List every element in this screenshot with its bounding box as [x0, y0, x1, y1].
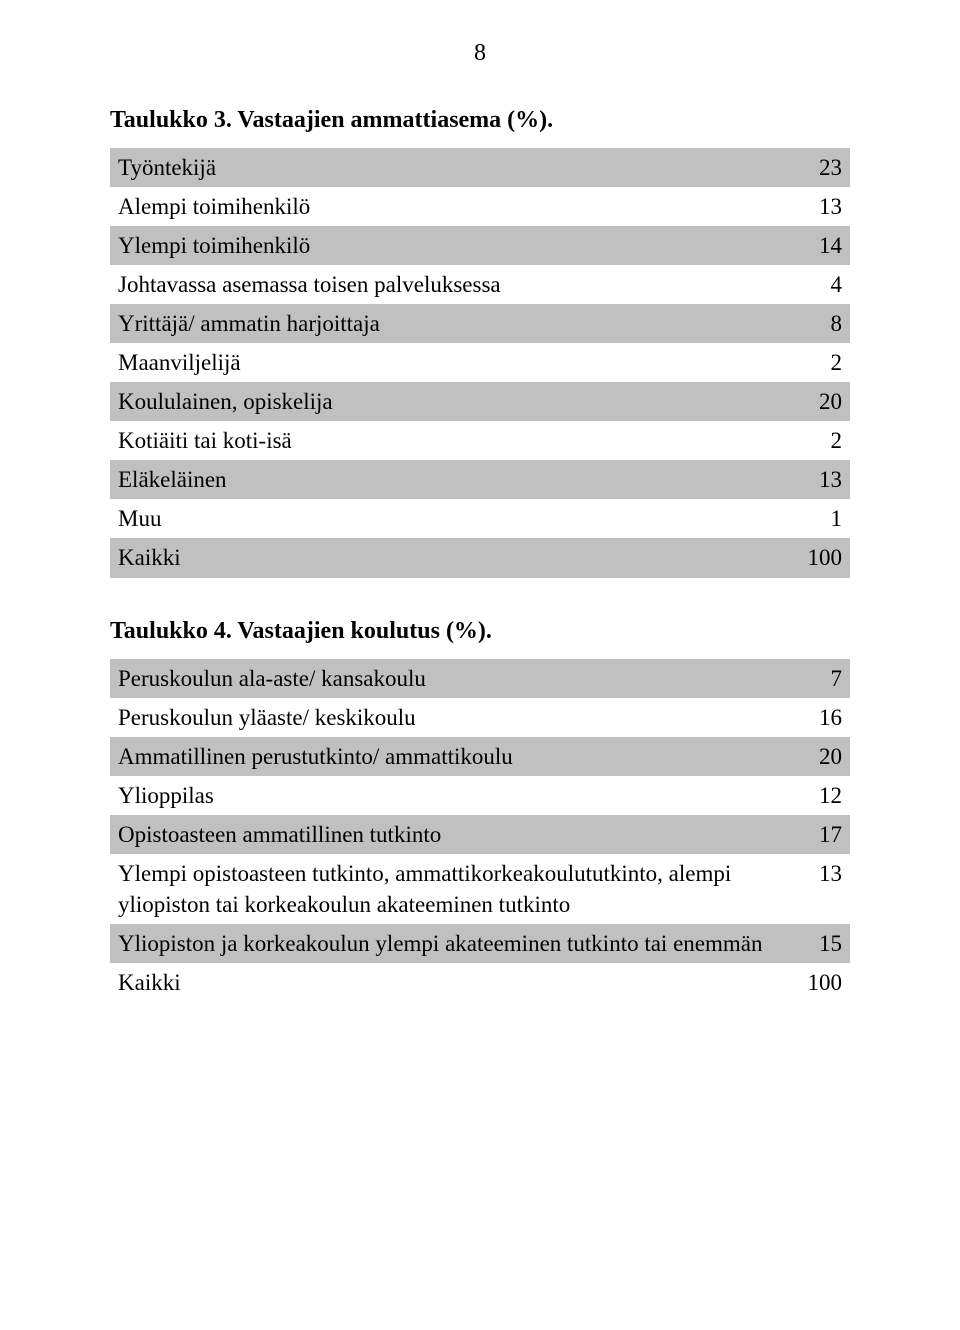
row-label: Kotiäiti tai koti-isä — [110, 421, 790, 460]
row-value: 8 — [790, 304, 850, 343]
table-row: Peruskoulun ala-aste/ kansakoulu7 — [110, 659, 850, 698]
table-row: Kaikki100 — [110, 963, 850, 1002]
row-value: 100 — [790, 538, 850, 577]
row-label: Johtavassa asemassa toisen palveluksessa — [110, 265, 790, 304]
row-label: Ylempi toimihenkilö — [110, 226, 790, 265]
table-row: Ylioppilas12 — [110, 776, 850, 815]
table-row: Yrittäjä/ ammatin harjoittaja8 — [110, 304, 850, 343]
row-label: Peruskoulun yläaste/ keskikoulu — [110, 698, 790, 737]
table-row: Kotiäiti tai koti-isä2 — [110, 421, 850, 460]
row-label: Ammatillinen perustutkinto/ ammattikoulu — [110, 737, 790, 776]
table2: Peruskoulun ala-aste/ kansakoulu7Perusko… — [110, 659, 850, 1002]
row-value: 16 — [790, 698, 850, 737]
table-row: Eläkeläinen13 — [110, 460, 850, 499]
row-value: 13 — [790, 460, 850, 499]
row-value: 2 — [790, 421, 850, 460]
row-value: 1 — [790, 499, 850, 538]
row-value: 7 — [790, 659, 850, 698]
row-value: 20 — [790, 737, 850, 776]
row-label: Työntekijä — [110, 148, 790, 187]
table2-caption: Taulukko 4. Vastaajien koulutus (%). — [110, 618, 850, 645]
table-row: Työntekijä23 — [110, 148, 850, 187]
row-value: 20 — [790, 382, 850, 421]
table-row: Koululainen, opiskelija20 — [110, 382, 850, 421]
table1: Työntekijä23Alempi toimihenkilö13Ylempi … — [110, 148, 850, 578]
row-label: Eläkeläinen — [110, 460, 790, 499]
row-value: 15 — [790, 924, 850, 963]
row-value: 2 — [790, 343, 850, 382]
table-row: Muu1 — [110, 499, 850, 538]
table-row: Peruskoulun yläaste/ keskikoulu16 — [110, 698, 850, 737]
row-value: 4 — [790, 265, 850, 304]
row-value: 13 — [790, 854, 850, 924]
table-row: Ylempi toimihenkilö14 — [110, 226, 850, 265]
row-label: Kaikki — [110, 963, 790, 1002]
row-value: 17 — [790, 815, 850, 854]
table-row: Yliopiston ja korkeakoulun ylempi akatee… — [110, 924, 850, 963]
row-value: 23 — [790, 148, 850, 187]
row-value: 13 — [790, 187, 850, 226]
row-label: Yliopiston ja korkeakoulun ylempi akatee… — [110, 924, 790, 963]
row-value: 12 — [790, 776, 850, 815]
row-label: Ylioppilas — [110, 776, 790, 815]
row-label: Kaikki — [110, 538, 790, 577]
table-row: Opistoasteen ammatillinen tutkinto17 — [110, 815, 850, 854]
row-label: Yrittäjä/ ammatin harjoittaja — [110, 304, 790, 343]
row-value: 100 — [790, 963, 850, 1002]
row-label: Koululainen, opiskelija — [110, 382, 790, 421]
table-row: Alempi toimihenkilö13 — [110, 187, 850, 226]
table-row: Kaikki100 — [110, 538, 850, 577]
row-label: Maanviljelijä — [110, 343, 790, 382]
table-row: Johtavassa asemassa toisen palveluksessa… — [110, 265, 850, 304]
table-row: Maanviljelijä2 — [110, 343, 850, 382]
row-label: Muu — [110, 499, 790, 538]
row-label: Peruskoulun ala-aste/ kansakoulu — [110, 659, 790, 698]
table-row: Ylempi opistoasteen tutkinto, ammattikor… — [110, 854, 850, 924]
table1-caption: Taulukko 3. Vastaajien ammattiasema (%). — [110, 107, 850, 134]
row-label: Alempi toimihenkilö — [110, 187, 790, 226]
table-row: Ammatillinen perustutkinto/ ammattikoulu… — [110, 737, 850, 776]
row-label: Ylempi opistoasteen tutkinto, ammattikor… — [110, 854, 790, 924]
row-value: 14 — [790, 226, 850, 265]
page-number: 8 — [110, 40, 850, 67]
row-label: Opistoasteen ammatillinen tutkinto — [110, 815, 790, 854]
